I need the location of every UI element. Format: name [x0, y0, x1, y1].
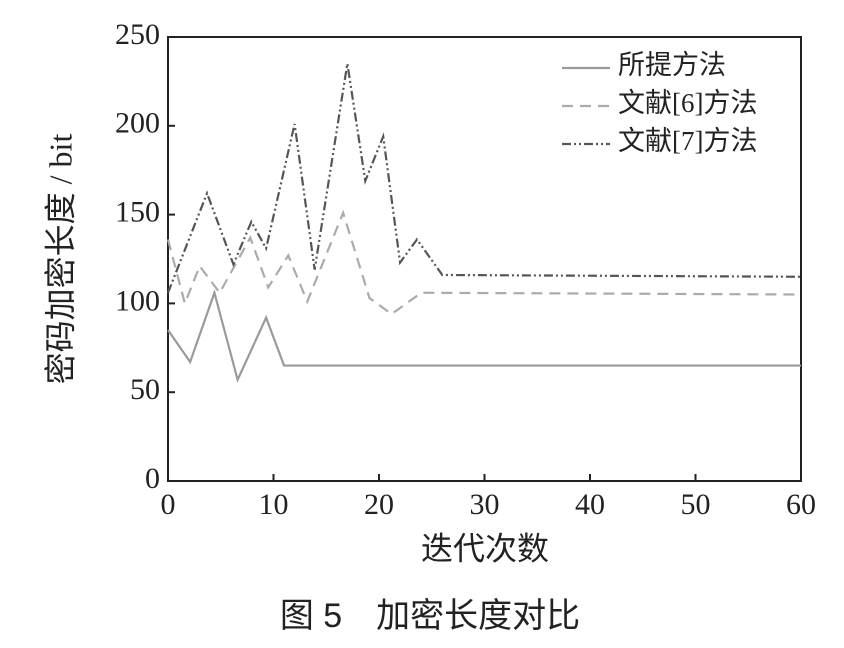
x-tick-label: 20 — [364, 488, 394, 521]
series-line — [166, 209, 802, 316]
x-tick-label: 10 — [259, 488, 289, 521]
y-tick-label: 100 — [115, 284, 160, 317]
y-axis-title: 密码加密长度 / bit — [42, 134, 78, 385]
legend-label: 所提方法 — [618, 50, 726, 80]
y-tick-label: 0 — [145, 462, 160, 495]
y-tick-label: 150 — [115, 195, 160, 228]
series-line — [167, 289, 801, 384]
x-tick-label: 40 — [575, 488, 605, 521]
x-tick-label: 50 — [681, 488, 711, 521]
y-tick-label: 50 — [130, 373, 160, 406]
x-tick-label: 30 — [470, 488, 500, 521]
x-axis-title: 迭代次数 — [421, 530, 549, 566]
x-tick-label: 60 — [786, 488, 816, 521]
x-tick-label: 0 — [161, 488, 176, 521]
caption: 图 5 加密长度对比 — [280, 597, 580, 635]
y-tick-label: 250 — [115, 18, 160, 51]
y-tick-label: 200 — [115, 107, 160, 140]
series-line — [166, 63, 802, 294]
legend-label: 文献[6]方法 — [618, 88, 757, 118]
legend-label: 文献[7]方法 — [618, 126, 757, 156]
